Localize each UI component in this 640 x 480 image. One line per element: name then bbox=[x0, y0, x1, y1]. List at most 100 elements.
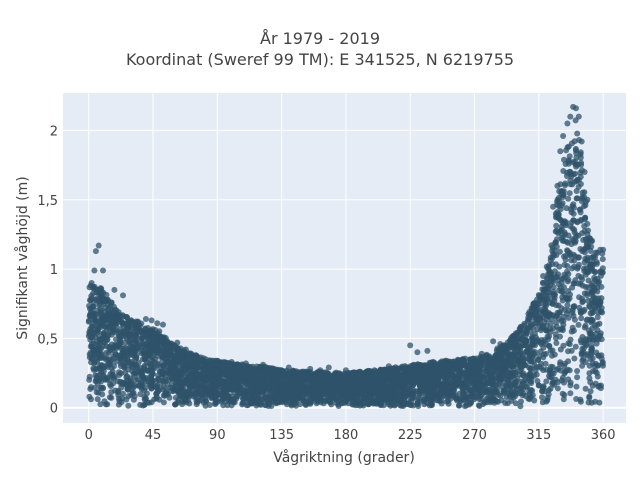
data-point bbox=[160, 399, 167, 406]
data-point bbox=[555, 365, 562, 372]
data-point bbox=[151, 396, 158, 403]
data-point bbox=[559, 327, 566, 334]
data-point bbox=[107, 357, 114, 364]
data-point bbox=[166, 394, 173, 401]
data-point bbox=[554, 309, 561, 316]
data-point bbox=[359, 399, 366, 406]
data-point bbox=[408, 398, 415, 405]
data-point bbox=[482, 382, 489, 389]
data-point bbox=[558, 279, 565, 286]
data-point bbox=[302, 384, 309, 391]
data-point bbox=[530, 341, 537, 348]
data-point bbox=[184, 353, 191, 360]
data-point bbox=[572, 238, 579, 244]
data-point bbox=[573, 163, 580, 170]
data-point bbox=[512, 400, 519, 407]
data-point bbox=[342, 399, 348, 406]
data-point bbox=[543, 350, 549, 357]
data-point bbox=[420, 395, 427, 402]
data-point bbox=[528, 380, 535, 386]
data-point bbox=[583, 265, 590, 272]
data-point bbox=[107, 303, 114, 309]
data-point bbox=[449, 372, 456, 379]
data-point bbox=[481, 374, 487, 381]
data-point bbox=[562, 368, 569, 375]
data-point bbox=[549, 352, 555, 359]
data-point bbox=[571, 355, 578, 362]
data-point bbox=[565, 348, 571, 355]
data-point bbox=[577, 173, 584, 180]
data-point bbox=[555, 230, 562, 237]
data-point bbox=[226, 398, 232, 405]
data-point bbox=[410, 394, 417, 401]
data-point bbox=[500, 359, 507, 366]
data-point bbox=[573, 188, 580, 194]
data-point bbox=[533, 364, 540, 371]
data-point bbox=[307, 399, 314, 406]
data-point bbox=[185, 397, 192, 404]
data-point bbox=[202, 398, 209, 405]
data-point bbox=[200, 383, 207, 390]
data-point bbox=[90, 299, 97, 306]
data-point bbox=[386, 396, 393, 403]
data-point bbox=[241, 393, 248, 400]
data-point bbox=[579, 282, 586, 289]
data-point bbox=[279, 391, 286, 398]
data-point bbox=[143, 390, 150, 397]
data-point bbox=[123, 374, 130, 381]
data-point bbox=[101, 398, 108, 405]
data-point bbox=[563, 147, 570, 154]
data-point bbox=[504, 400, 511, 407]
data-point bbox=[179, 354, 186, 361]
data-point bbox=[553, 340, 560, 346]
data-point bbox=[232, 385, 239, 392]
data-point bbox=[97, 401, 104, 408]
data-point bbox=[506, 342, 513, 349]
data-point bbox=[576, 304, 583, 311]
data-point bbox=[173, 366, 180, 373]
data-point bbox=[116, 372, 123, 378]
data-point bbox=[515, 390, 521, 397]
data-point bbox=[534, 336, 541, 343]
data-point bbox=[552, 331, 559, 338]
data-point bbox=[416, 390, 423, 397]
data-points bbox=[85, 103, 607, 410]
data-point bbox=[531, 320, 537, 327]
data-point bbox=[116, 332, 122, 339]
data-point bbox=[124, 330, 131, 337]
data-point bbox=[557, 284, 564, 291]
data-point bbox=[86, 376, 93, 383]
data-point bbox=[574, 374, 581, 381]
data-point bbox=[416, 367, 423, 374]
data-point bbox=[570, 159, 576, 166]
data-point bbox=[122, 344, 129, 351]
data-point bbox=[535, 317, 542, 324]
data-point bbox=[283, 397, 290, 404]
data-point bbox=[599, 256, 606, 263]
data-point bbox=[567, 223, 574, 230]
data-point bbox=[575, 254, 582, 261]
data-point bbox=[572, 343, 579, 350]
data-point bbox=[553, 323, 560, 330]
data-point bbox=[234, 361, 241, 368]
data-point bbox=[127, 342, 134, 349]
data-point bbox=[138, 371, 145, 378]
data-point bbox=[103, 349, 110, 356]
data-point bbox=[577, 149, 584, 156]
data-point bbox=[574, 130, 581, 137]
data-point bbox=[574, 368, 581, 374]
data-point bbox=[555, 203, 562, 209]
data-point bbox=[527, 365, 534, 372]
data-point bbox=[121, 381, 128, 388]
data-point bbox=[542, 360, 549, 367]
data-point bbox=[391, 402, 398, 409]
data-point bbox=[540, 383, 547, 390]
data-point bbox=[154, 344, 161, 350]
data-point bbox=[483, 356, 489, 363]
data-point bbox=[209, 357, 216, 364]
data-point bbox=[127, 378, 134, 385]
data-point bbox=[513, 341, 520, 348]
data-point bbox=[599, 265, 606, 272]
data-point bbox=[570, 304, 577, 311]
